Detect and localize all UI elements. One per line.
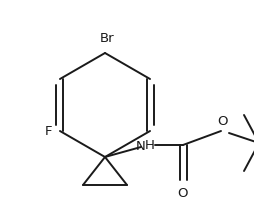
Text: F: F [44,124,52,138]
Text: O: O [178,187,188,200]
Text: Br: Br [100,32,114,45]
Text: N: N [136,140,146,153]
Text: O: O [218,115,228,128]
Text: H: H [145,138,155,152]
